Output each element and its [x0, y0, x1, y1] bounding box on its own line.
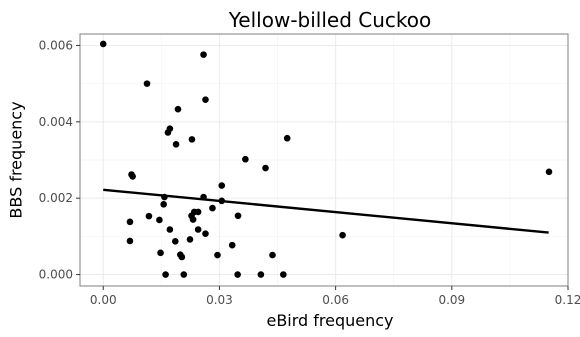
x-tick-label: 0.06	[322, 293, 349, 307]
data-point	[209, 204, 216, 212]
data-point	[234, 212, 242, 220]
data-point	[242, 155, 249, 163]
data-point	[157, 249, 164, 257]
x-tick-label: 0.03	[206, 293, 233, 307]
data-point	[145, 212, 153, 220]
data-point	[280, 271, 287, 278]
data-point	[160, 200, 167, 208]
y-tick-label: 0.002	[39, 191, 73, 205]
x-tick-label: 0.12	[555, 293, 580, 307]
data-point	[545, 168, 553, 176]
data-point	[174, 105, 182, 113]
data-point	[218, 182, 226, 189]
y-tick-label: 0.004	[39, 115, 73, 129]
data-point	[99, 40, 107, 48]
data-point	[172, 141, 180, 148]
grid-layer	[80, 34, 569, 286]
y-tick-label: 0.006	[39, 38, 73, 52]
data-point	[178, 253, 186, 261]
points-layer	[99, 40, 553, 278]
data-point	[202, 230, 209, 237]
x-axis-label: eBird frequency	[266, 311, 394, 330]
y-axis-label: BBS frequency	[6, 101, 26, 219]
data-point	[189, 216, 197, 223]
data-point	[188, 136, 196, 143]
x-axis-ticks: 0.00 0.03 0.06 0.09 0.12	[90, 286, 580, 307]
data-point	[200, 51, 207, 58]
data-point	[129, 173, 136, 180]
regression-line	[103, 188, 549, 234]
chart-title: Yellow-billed Cuckoo	[228, 8, 432, 32]
data-point	[156, 216, 163, 224]
data-point	[164, 129, 172, 136]
x-tick-label: 0.09	[438, 293, 465, 307]
data-point	[262, 164, 269, 172]
data-point	[269, 251, 276, 259]
panel-border	[79, 33, 569, 287]
data-point	[162, 271, 169, 278]
data-point	[180, 271, 188, 278]
data-point	[171, 238, 179, 245]
data-point	[143, 80, 151, 87]
y-tick-label: 0.000	[39, 268, 73, 282]
data-point	[257, 271, 265, 278]
data-point	[214, 251, 221, 259]
data-point	[234, 271, 241, 278]
data-point	[194, 226, 202, 233]
data-point	[283, 134, 291, 142]
data-point	[126, 237, 134, 245]
data-point	[166, 226, 174, 233]
fit-line-layer	[103, 188, 549, 234]
y-axis-ticks: 0.000 0.002 0.004 0.006	[39, 38, 80, 282]
data-point	[339, 231, 346, 239]
data-point	[202, 96, 209, 103]
data-point	[194, 208, 202, 216]
data-point	[228, 241, 236, 249]
data-point	[186, 236, 194, 243]
data-point	[126, 218, 134, 226]
x-tick-label: 0.00	[90, 293, 117, 307]
